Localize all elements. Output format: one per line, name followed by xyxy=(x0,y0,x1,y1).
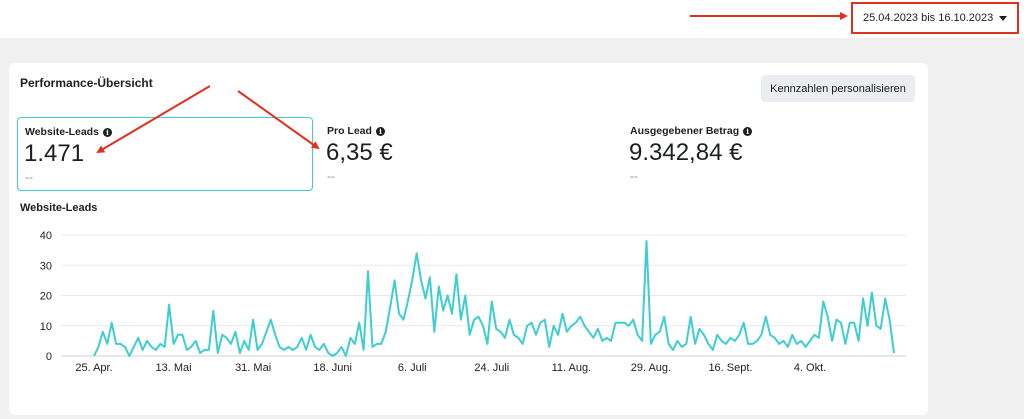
performance-overview-card: Performance-Übersicht Kennzahlen persona… xyxy=(9,63,928,415)
date-range-label: 25.04.2023 bis 16.10.2023 xyxy=(863,12,994,24)
metric-website-leads[interactable]: Website-Leads i 1.471 -- xyxy=(17,117,313,191)
x-tick-label: 31. Mai xyxy=(235,362,271,374)
overview-title: Performance-Übersicht xyxy=(20,76,153,90)
x-tick-label: 11. Aug. xyxy=(552,362,592,374)
x-tick-label: 16. Sept. xyxy=(708,362,752,374)
y-tick-label: 0 xyxy=(46,351,52,363)
x-tick-label: 18. Juni xyxy=(313,362,352,374)
x-tick-label: 4. Okt. xyxy=(794,362,826,374)
metric-label-container: Website-Leads i xyxy=(25,126,112,138)
x-tick-label: 24. Juli xyxy=(474,362,509,374)
y-tick-label: 40 xyxy=(40,230,52,242)
website-leads-line-chart: 0 10 20 30 40 25. Apr. 13. Mai 31. Mai 18. Juni 6… xyxy=(40,230,906,374)
date-range-picker[interactable]: 25.04.2023 bis 16.10.2023 xyxy=(851,2,1019,34)
info-icon[interactable]: i xyxy=(375,126,385,136)
metric-value: 1.471 xyxy=(24,140,85,167)
chart-title: Website-Leads xyxy=(20,202,98,214)
y-tick-label: 20 xyxy=(40,291,52,303)
metric-spent-amount[interactable]: Ausgegebener Betrag i 9.342,84 € -- xyxy=(623,117,919,191)
x-tick-label: 6. Juli xyxy=(398,362,427,374)
metric-value: 9.342,84 € xyxy=(629,139,743,166)
y-tick-label: 10 xyxy=(40,321,52,333)
info-icon[interactable]: i xyxy=(102,127,112,137)
metric-label-container: Ausgegebener Betrag i xyxy=(630,125,753,137)
metric-compare: -- xyxy=(327,169,335,183)
metric-compare: -- xyxy=(630,169,638,183)
y-tick-label: 30 xyxy=(40,260,52,272)
metric-label: Website-Leads xyxy=(25,126,99,138)
x-tick-label: 13. Mai xyxy=(156,362,192,374)
info-icon[interactable]: i xyxy=(743,126,753,136)
x-tick-label: 29. Aug. xyxy=(631,362,671,374)
x-tick-label: 25. Apr. xyxy=(75,362,112,374)
metric-label-container: Pro Lead i xyxy=(327,125,385,137)
personalize-metrics-button[interactable]: Kennzahlen personalisieren xyxy=(761,75,915,102)
series-line-website-leads xyxy=(93,240,895,357)
caret-down-icon xyxy=(999,15,1008,21)
metric-label: Pro Lead xyxy=(327,125,372,137)
metric-compare: -- xyxy=(25,170,33,184)
top-bar: 25.04.2023 bis 16.10.2023 xyxy=(0,0,1024,38)
metric-pro-lead[interactable]: Pro Lead i 6,35 € -- xyxy=(320,117,616,191)
metric-label: Ausgegebener Betrag xyxy=(630,125,740,137)
metric-value: 6,35 € xyxy=(326,139,393,166)
